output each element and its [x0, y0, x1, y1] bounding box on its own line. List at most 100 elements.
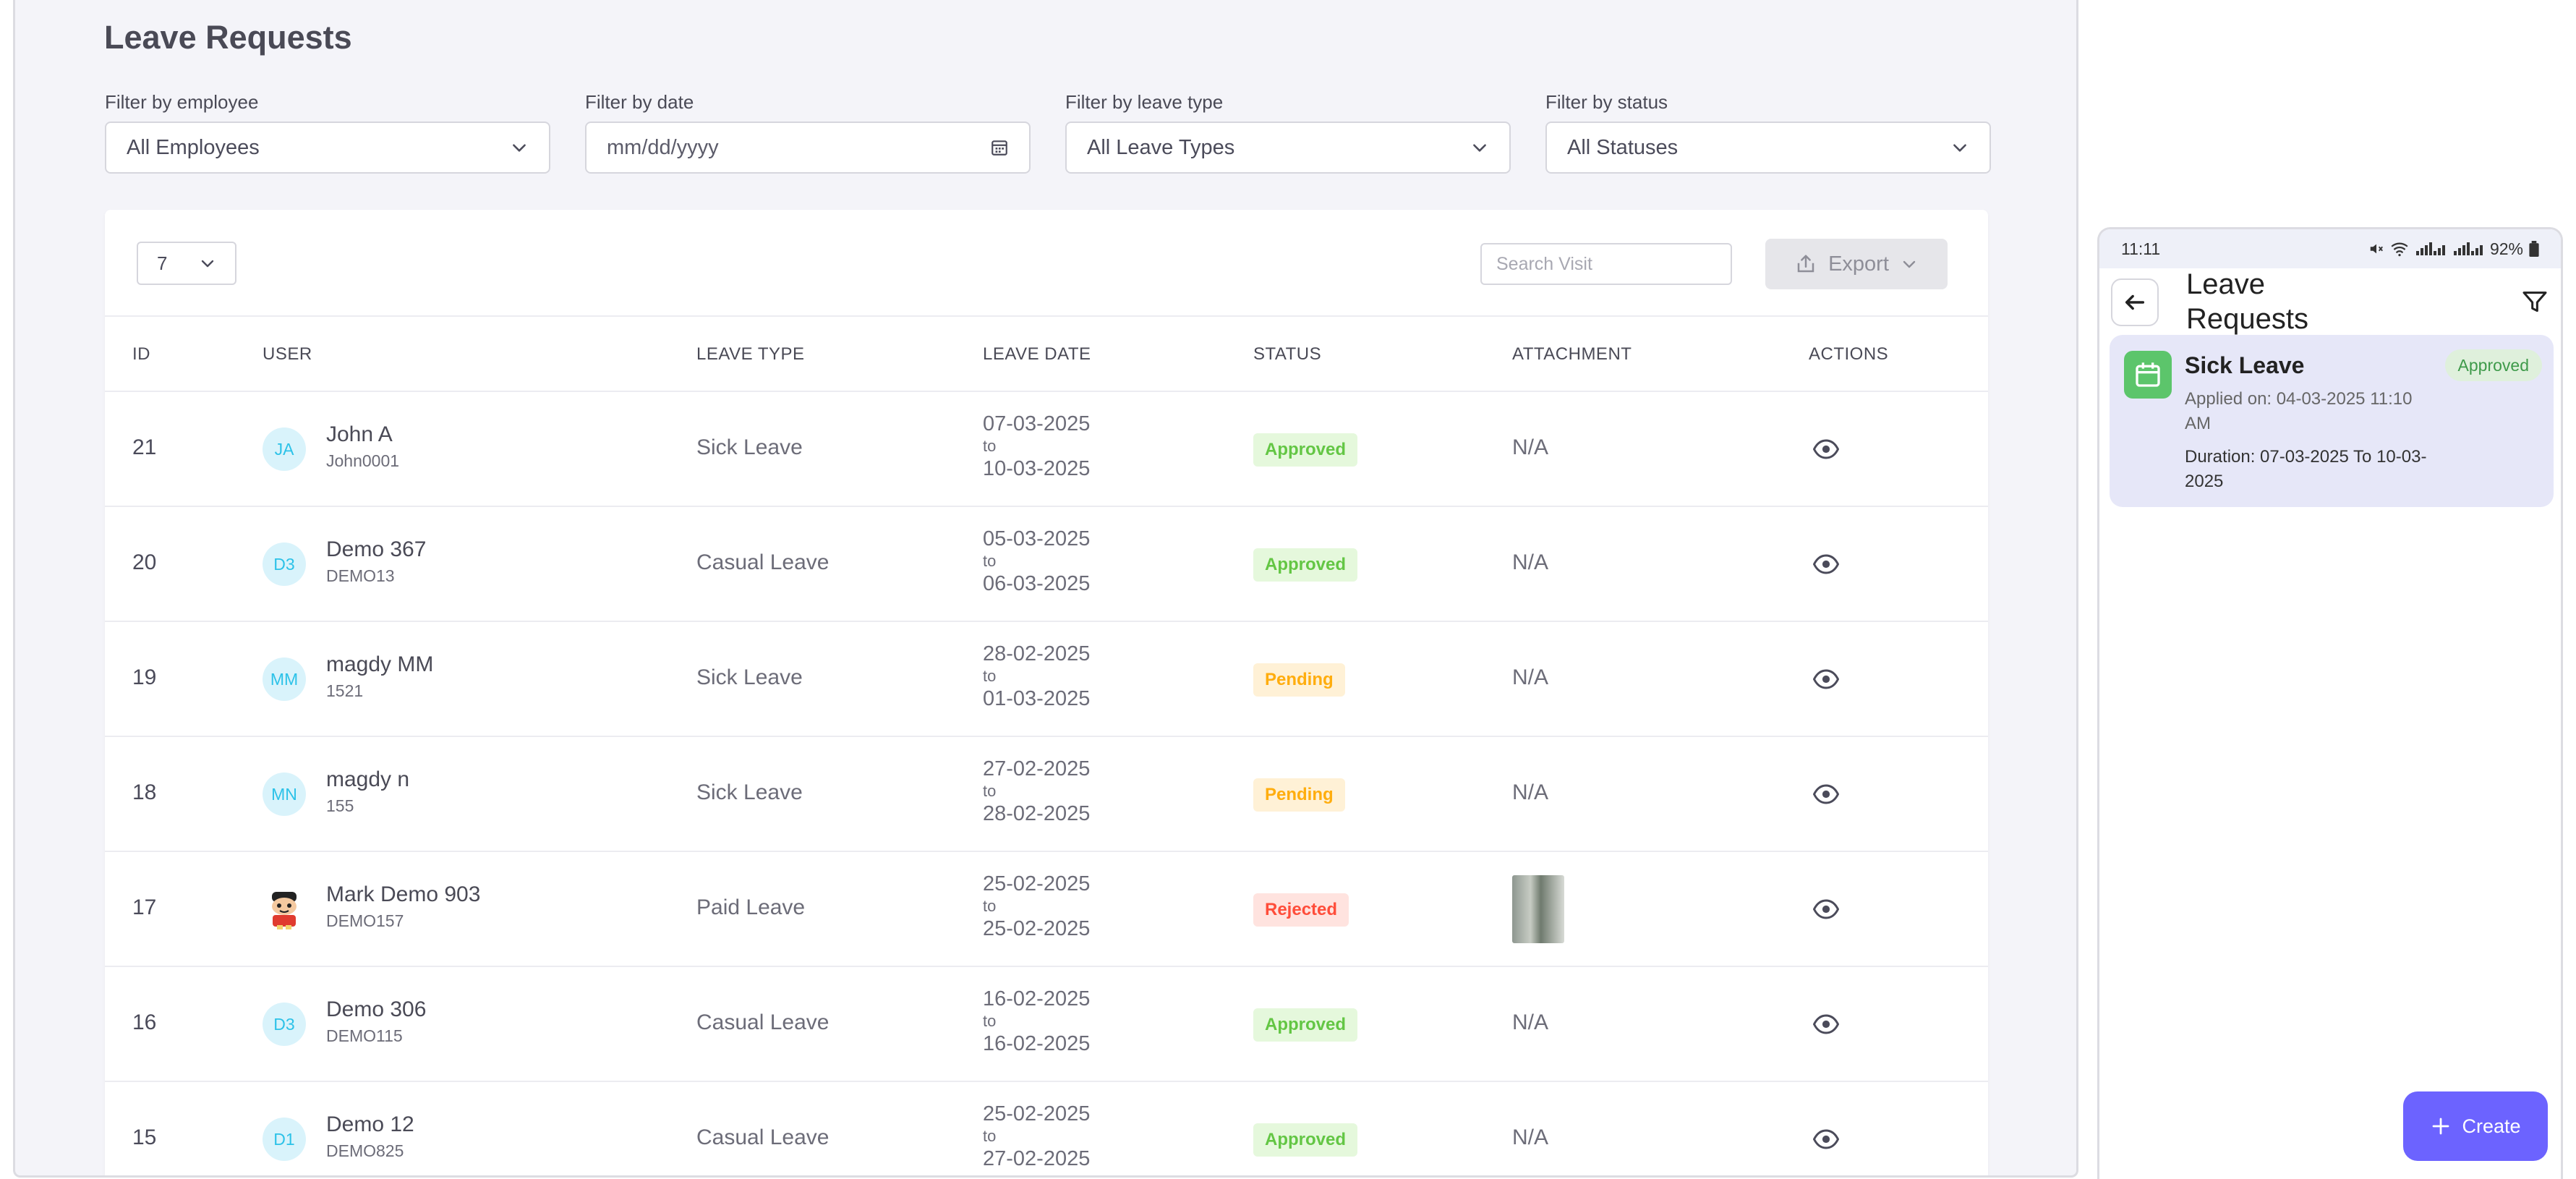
- status-time: 11:11: [2121, 239, 2161, 258]
- table-row: 17 Mark Demo 903 DEMO157 Paid Leave 25-0…: [105, 852, 1988, 967]
- employee-select-value: All Employees: [127, 135, 260, 159]
- col-leave-type: LEAVE TYPE: [696, 344, 805, 364]
- avatar-cartoon-icon: [263, 888, 305, 930]
- row-id: 16: [132, 1010, 157, 1034]
- create-button[interactable]: Create: [2403, 1091, 2548, 1161]
- user-id: 1521: [326, 681, 364, 700]
- date-to-word: to: [983, 1127, 997, 1145]
- view-eye-icon[interactable]: [1813, 783, 1839, 805]
- attachment: N/A: [1512, 435, 1549, 459]
- date-from: 27-02-2025: [983, 757, 1091, 780]
- date-from: 07-03-2025: [983, 412, 1091, 435]
- chevron-down-icon: [513, 144, 526, 152]
- attachment-thumbnail[interactable]: [1512, 875, 1564, 943]
- user-name: Demo 12: [326, 1112, 414, 1136]
- status-select[interactable]: All Statuses: [1545, 122, 1991, 174]
- avatar: JA: [263, 427, 306, 471]
- date-to: 06-03-2025: [983, 572, 1091, 595]
- attachment: N/A: [1512, 1010, 1549, 1034]
- leave-requests-table-card: 7 Export ID USER LEAVE TYPE LEAVE DATE S…: [105, 210, 1988, 1175]
- date-to-word: to: [983, 667, 997, 685]
- battery-icon: [2529, 241, 2539, 257]
- signal-icon: [2415, 242, 2445, 255]
- export-button[interactable]: Export: [1765, 239, 1948, 289]
- chevron-down-icon: [1953, 144, 1966, 152]
- row-id: 18: [132, 780, 157, 804]
- status-badge: Approved: [1253, 433, 1358, 467]
- user-name: Demo 367: [326, 537, 427, 561]
- view-eye-icon[interactable]: [1813, 1128, 1839, 1150]
- col-actions: ACTIONS: [1809, 344, 1889, 364]
- leave-date: 25-02-2025 to 27-02-2025: [983, 1101, 1090, 1172]
- view-eye-icon[interactable]: [1813, 898, 1839, 920]
- date-to-word: to: [983, 782, 997, 800]
- mute-icon: [2370, 244, 2383, 254]
- chevron-down-icon: [1473, 144, 1486, 152]
- user-id: DEMO825: [326, 1141, 404, 1160]
- view-eye-icon[interactable]: [1813, 668, 1839, 690]
- mobile-app-panel: 11:11 92% Leave Requests Sick Leave Appr…: [2097, 227, 2563, 1179]
- calendar-icon[interactable]: [990, 138, 1009, 157]
- export-label: Export: [1828, 252, 1889, 276]
- row-id: 15: [132, 1125, 157, 1149]
- create-label: Create: [2462, 1115, 2521, 1137]
- leave-date: 27-02-2025 to 28-02-2025: [983, 756, 1090, 827]
- user-id: DEMO13: [326, 566, 395, 585]
- table-row: 15 D1 Demo 12 DEMO825 Casual Leave 25-02…: [105, 1082, 1988, 1175]
- battery-percent: 92%: [2489, 239, 2523, 258]
- date-from: 28-02-2025: [983, 642, 1091, 665]
- leave-type: Sick Leave: [696, 435, 803, 459]
- table-row: 20 D3 Demo 367 DEMO13 Casual Leave 05-03…: [105, 507, 1988, 622]
- view-eye-icon[interactable]: [1813, 1013, 1839, 1035]
- chevron-down-icon: [1903, 260, 1916, 268]
- date-to: 27-02-2025: [983, 1147, 1091, 1170]
- user-name: Demo 306: [326, 997, 427, 1021]
- employee-select[interactable]: All Employees: [105, 122, 550, 174]
- attachment: N/A: [1512, 780, 1549, 804]
- web-app-panel: Leave Requests Filter by employee All Em…: [13, 0, 2078, 1178]
- user-id: DEMO115: [326, 1026, 403, 1045]
- leave-type-select[interactable]: All Leave Types: [1065, 122, 1511, 174]
- leave-type: Sick Leave: [696, 665, 803, 689]
- back-button[interactable]: [2111, 278, 2159, 326]
- view-eye-icon[interactable]: [1813, 438, 1839, 460]
- status-select-value: All Statuses: [1567, 135, 1679, 159]
- date-from: 25-02-2025: [983, 872, 1091, 895]
- plus-icon: [2433, 1118, 2449, 1135]
- leave-type: Paid Leave: [696, 895, 806, 919]
- leave-type: Casual Leave: [696, 550, 829, 574]
- signal-icon: [2453, 242, 2483, 255]
- status-icons: 92%: [2368, 239, 2539, 259]
- user-name: John A: [326, 422, 393, 446]
- filter-icon[interactable]: [2520, 287, 2549, 318]
- date-to-word: to: [983, 897, 997, 915]
- filter-employee: Filter by employee All Employees: [105, 91, 550, 174]
- status-badge: Approved: [1253, 1008, 1358, 1042]
- filter-leave-type-label: Filter by leave type: [1065, 91, 1224, 113]
- status-badge: Approved: [1253, 548, 1358, 582]
- row-id: 19: [132, 665, 157, 689]
- status-badge: Approved: [1253, 1123, 1358, 1157]
- search-visit-input[interactable]: [1480, 243, 1732, 285]
- arrow-left-icon: [2125, 294, 2145, 310]
- card-leave-type: Sick Leave: [2185, 352, 2305, 378]
- leave-request-card[interactable]: Sick Leave Approved Applied on: 04-03-20…: [2110, 335, 2554, 507]
- leave-date: 07-03-2025 to 10-03-2025: [983, 411, 1090, 482]
- user-id: DEMO157: [326, 911, 404, 930]
- date-input-value: mm/dd/yyyy: [607, 135, 719, 159]
- table-header: ID USER LEAVE TYPE LEAVE DATE STATUS ATT…: [105, 315, 1988, 392]
- date-to: 01-03-2025: [983, 687, 1091, 710]
- table-row: 16 D3 Demo 306 DEMO115 Casual Leave 16-0…: [105, 967, 1988, 1082]
- date-input[interactable]: mm/dd/yyyy: [585, 122, 1031, 174]
- calendar-badge: [2124, 351, 2172, 399]
- view-eye-icon[interactable]: [1813, 553, 1839, 575]
- attachment: N/A: [1512, 550, 1549, 574]
- date-from: 05-03-2025: [983, 527, 1091, 550]
- calendar-icon: [2136, 362, 2160, 387]
- date-to: 28-02-2025: [983, 802, 1091, 825]
- table-row: 18 MN magdy n 155 Sick Leave 27-02-2025 t…: [105, 737, 1988, 852]
- col-user: USER: [263, 344, 312, 364]
- page-size-select[interactable]: 7: [137, 242, 236, 285]
- row-id: 20: [132, 550, 157, 574]
- leave-type: Casual Leave: [696, 1010, 829, 1034]
